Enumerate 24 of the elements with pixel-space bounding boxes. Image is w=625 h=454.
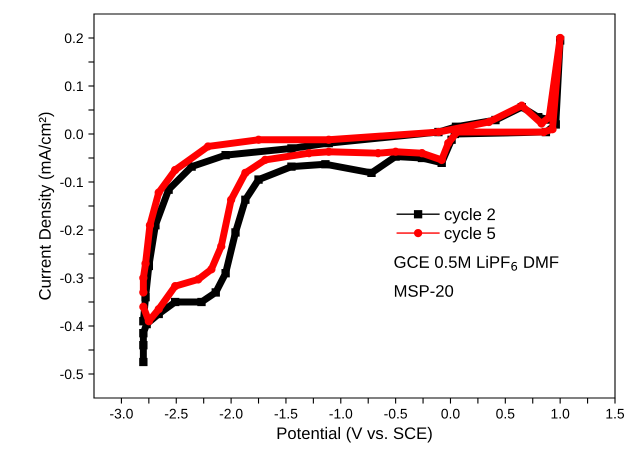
x-tick-label: -2.5 — [164, 408, 188, 419]
annotation: MSP-20 — [394, 285, 454, 297]
x-tick-label: -0.5 — [384, 408, 408, 419]
x-tick-label: -1.0 — [329, 408, 352, 419]
y-tick-label: -0.1 — [60, 177, 83, 188]
x-tick-label: 0.5 — [496, 408, 514, 419]
x-tick-label: -1.5 — [274, 408, 298, 419]
y-tick-label: -0.5 — [60, 369, 84, 380]
y-axis-title: Current Density (mA/cm²) — [38, 112, 54, 300]
annotation: GCE 0.5M LiPF$_{6}$ DMF — [394, 256, 558, 271]
x-tick-label: 1.0 — [552, 408, 570, 419]
y-tick-label: 0.1 — [64, 81, 83, 92]
y-tick-label: -0.4 — [60, 321, 84, 332]
y-tick-label: -0.3 — [60, 273, 83, 284]
x-tick-label: 0.0 — [441, 408, 460, 419]
x-tick-label: 1.5 — [606, 408, 624, 419]
legend-label: cycle 2 — [444, 208, 495, 224]
legend-label: cycle 5 — [444, 226, 496, 242]
x-axis-title: Potential (V vs. SCE) — [278, 426, 432, 442]
y-tick-label: 0.0 — [64, 129, 84, 140]
x-tick-label: -3.0 — [110, 408, 133, 419]
y-tick-label: -0.2 — [60, 225, 83, 236]
y-tick-label: 0.2 — [64, 33, 83, 44]
x-tick-label: -2.0 — [220, 408, 243, 419]
